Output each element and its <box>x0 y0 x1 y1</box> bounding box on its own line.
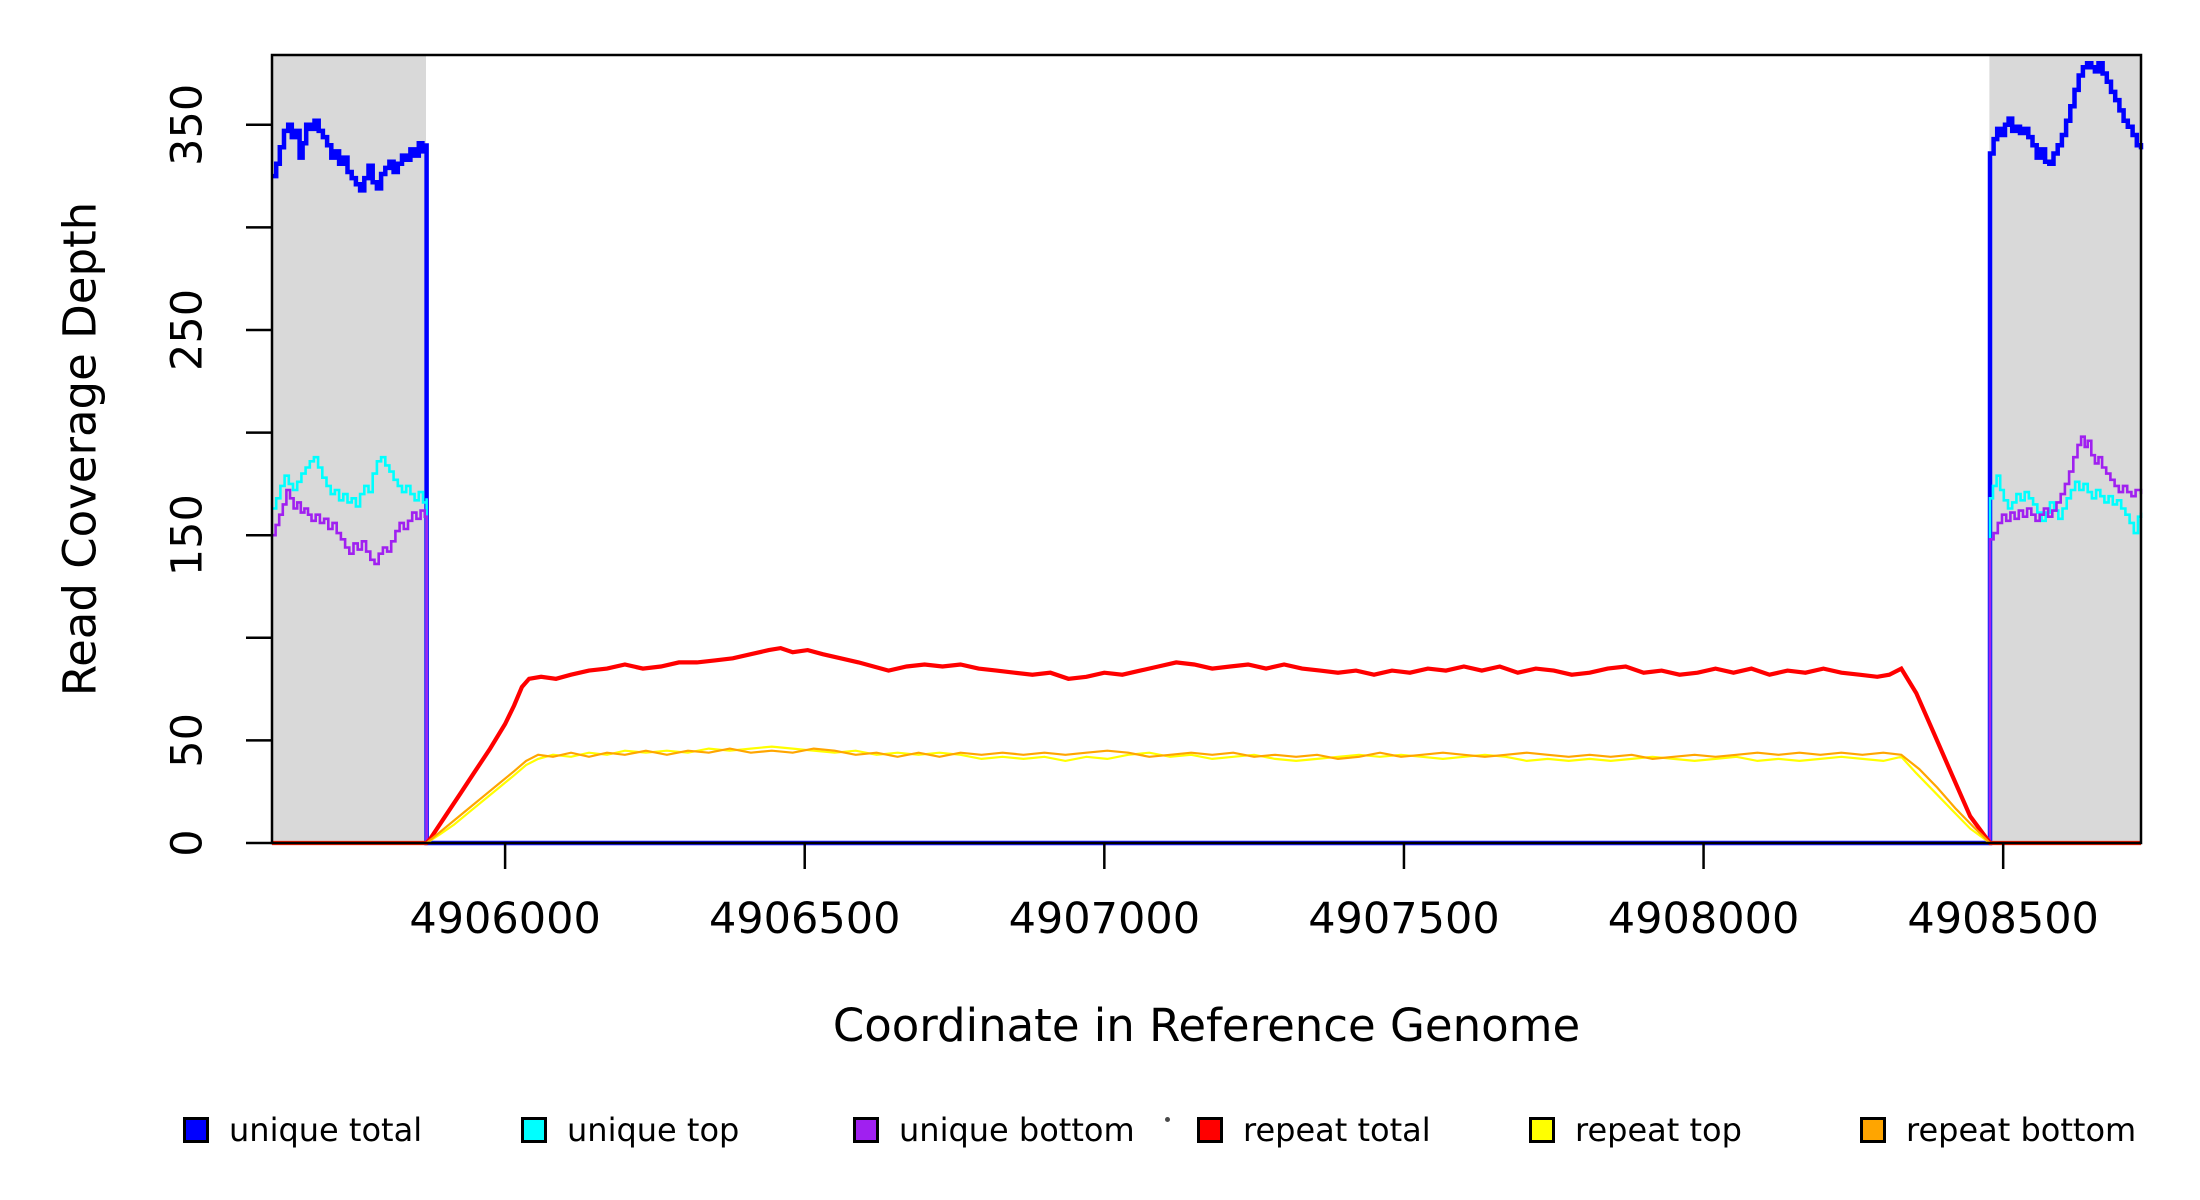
series-line-repeat-top <box>272 745 2141 845</box>
legend-item-unique-bottom: unique bottom <box>853 1110 1135 1150</box>
y-tick-label: 50 <box>163 713 213 768</box>
y-tick-label: 250 <box>163 289 213 371</box>
legend: unique total unique top unique bottom re… <box>0 1110 2200 1150</box>
legend-item-unique-total: unique total <box>183 1110 422 1150</box>
x-tick-label: 4906000 <box>409 894 601 944</box>
series-line-repeat-bottom <box>272 747 2141 845</box>
unique-total-swatch-icon <box>183 1117 209 1143</box>
series-line-repeat-total <box>272 645 2141 846</box>
x-tick-label: 4907500 <box>1308 894 1500 944</box>
y-tick-label: 150 <box>163 494 213 576</box>
shaded-region <box>272 55 427 843</box>
y-axis-title: Read Coverage Depth <box>53 201 107 697</box>
x-tick-label: 4907000 <box>1009 894 1201 944</box>
x-tick-label: 4908500 <box>1907 894 2099 944</box>
legend-label: repeat top <box>1575 1111 1742 1149</box>
legend-label: repeat total <box>1243 1111 1431 1149</box>
y-tick-label: 0 <box>163 829 213 856</box>
stray-mark-dot <box>1165 1117 1170 1122</box>
series-line-unique-top <box>272 455 2143 845</box>
legend-item-unique-top: unique top <box>521 1110 739 1150</box>
series-line-unique-total <box>272 60 2144 846</box>
legend-label: repeat bottom <box>1906 1111 2137 1149</box>
legend-item-repeat-top: repeat top <box>1529 1110 1742 1150</box>
y-tick-label: 350 <box>163 84 213 166</box>
legend-item-repeat-bottom: repeat bottom <box>1860 1110 2136 1150</box>
legend-label: unique bottom <box>899 1111 1135 1149</box>
x-axis-title: Coordinate in Reference Genome <box>832 999 1581 1052</box>
legend-item-repeat-total: repeat total <box>1197 1110 1431 1150</box>
x-tick-label: 4906500 <box>709 894 901 944</box>
legend-label: unique total <box>229 1111 423 1149</box>
repeat-total-swatch-icon <box>1197 1117 1223 1143</box>
series-line-unique-bottom <box>272 435 2143 845</box>
shaded-region <box>1989 55 2141 843</box>
legend-label: unique top <box>567 1111 740 1149</box>
repeat-top-swatch-icon <box>1529 1117 1555 1143</box>
repeat-bottom-swatch-icon <box>1860 1117 1886 1143</box>
plot-box <box>270 53 2143 845</box>
unique-top-swatch-icon <box>521 1117 547 1143</box>
x-tick-label: 4908000 <box>1608 894 1800 944</box>
unique-bottom-swatch-icon <box>853 1117 879 1143</box>
